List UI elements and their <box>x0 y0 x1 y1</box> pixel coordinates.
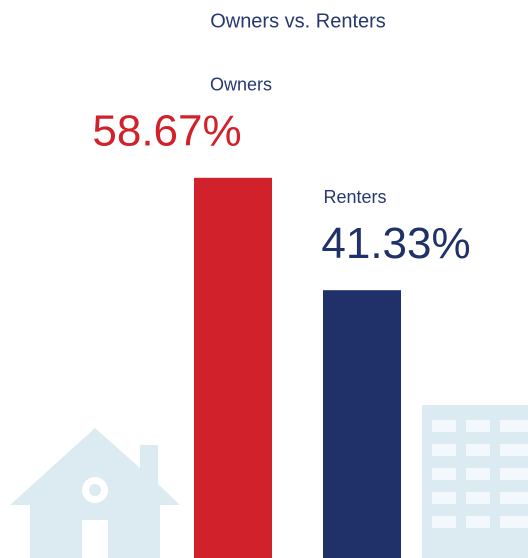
category-label: Renters <box>323 187 386 207</box>
value-label: 41.33% <box>321 219 470 268</box>
bar <box>194 177 272 558</box>
chart-title: Owners vs. Renters <box>210 10 386 32</box>
decoration <box>10 405 528 558</box>
bar <box>323 290 401 558</box>
house-window-center <box>89 484 101 496</box>
category-label: Owners <box>210 75 272 95</box>
building-windows <box>432 420 528 528</box>
value-label: 58.67% <box>92 106 241 155</box>
house-door <box>82 520 108 558</box>
